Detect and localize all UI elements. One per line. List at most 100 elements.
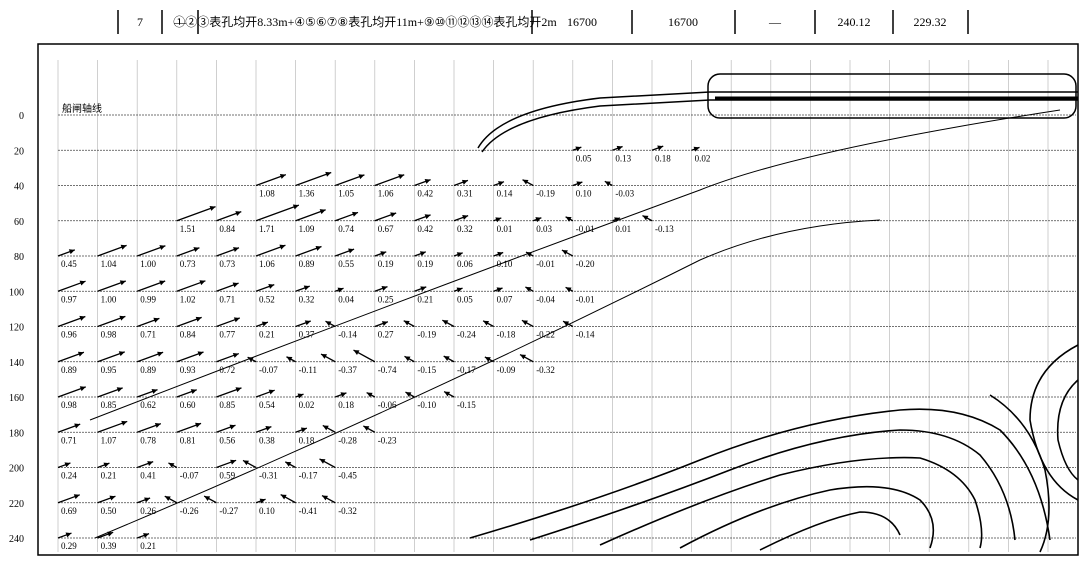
velocity-label: 0.95 <box>101 365 117 375</box>
velocity-label: -0.04 <box>536 294 555 304</box>
velocity-label: 0.74 <box>338 224 354 234</box>
table-cell: 16700 <box>668 15 698 29</box>
arrow-head <box>65 462 71 467</box>
velocity-label: 1.07 <box>101 435 117 445</box>
arrow-head <box>420 286 426 291</box>
arrow-head <box>69 249 75 254</box>
arrow-head <box>340 392 346 397</box>
velocity-label: -0.23 <box>378 435 397 445</box>
velocity-label: 0.18 <box>338 400 354 410</box>
arrow-head <box>236 387 242 392</box>
velocity-label: -0.11 <box>299 365 317 375</box>
velocity-label: -0.19 <box>536 189 555 199</box>
velocity-label: 0.37 <box>299 330 315 340</box>
arrow-head <box>462 180 468 185</box>
velocity-label: 0.73 <box>180 259 196 269</box>
arrow-head <box>199 280 205 285</box>
velocity-label: -0.32 <box>536 365 555 375</box>
velocity-label: 0.02 <box>695 153 711 163</box>
arrow-head <box>80 386 86 391</box>
velocity-label: -0.28 <box>338 435 357 445</box>
velocity-label: 0.26 <box>140 506 156 516</box>
arrow-head <box>420 251 426 256</box>
arrow-head <box>348 249 354 254</box>
velocity-label: -0.20 <box>576 259 595 269</box>
velocity-label: -0.15 <box>457 400 476 410</box>
structures <box>90 74 1078 538</box>
velocity-label: 0.54 <box>259 400 275 410</box>
arrow-head <box>338 288 344 293</box>
arrow-head <box>143 533 149 538</box>
arrow-head <box>79 316 85 321</box>
y-tick-label: 80 <box>14 252 24 263</box>
velocity-label: 0.60 <box>180 400 196 410</box>
velocity-label: -0.45 <box>338 471 357 481</box>
velocity-label: 0.67 <box>378 224 394 234</box>
arrow-head <box>233 353 239 358</box>
velocity-label: 0.42 <box>417 224 433 234</box>
arrow-head <box>305 320 311 325</box>
velocity-label: 0.19 <box>417 259 433 269</box>
velocity-label: 0.01 <box>497 224 513 234</box>
velocity-label: 0.02 <box>299 400 315 410</box>
velocity-label: 0.55 <box>338 259 354 269</box>
velocity-label: -0.01 <box>576 224 595 234</box>
velocity-label: 0.77 <box>219 330 235 340</box>
arrow-head <box>121 421 127 426</box>
velocity-label: -0.06 <box>378 400 397 410</box>
arrow-head <box>425 214 431 219</box>
velocity-label: 0.85 <box>219 400 235 410</box>
arrow-head <box>74 424 80 429</box>
velocity-label: 0.93 <box>180 365 196 375</box>
velocity-label: 0.32 <box>457 224 473 234</box>
velocity-label: 1.09 <box>299 224 315 234</box>
arrow-head <box>103 463 109 468</box>
velocity-label: 0.14 <box>497 189 513 199</box>
velocity-arrow <box>256 205 299 221</box>
velocity-label: 0.59 <box>219 471 235 481</box>
page: 7—①②③表孔均开8.33m+④⑤⑥⑦⑧表孔均开11m+⑨⑩⑪⑫⑬⑭表孔均开2m… <box>0 0 1081 562</box>
velocity-label: -0.10 <box>417 400 436 410</box>
arrow-head <box>298 394 304 399</box>
velocity-label: -0.07 <box>259 365 278 375</box>
velocity-label: -0.32 <box>338 506 357 516</box>
velocity-label: 0.84 <box>180 330 196 340</box>
velocity-label: -0.15 <box>417 365 436 375</box>
velocity-label: 0.50 <box>101 506 117 516</box>
velocity-label: 0.25 <box>378 294 394 304</box>
velocity-label: 0.21 <box>417 294 433 304</box>
arrow-head <box>279 245 285 250</box>
velocity-arrow <box>177 207 216 221</box>
arrow-head <box>535 217 541 222</box>
y-tick-label: 160 <box>9 393 24 404</box>
arrow-head <box>320 209 326 214</box>
velocity-label: 1.51 <box>180 224 196 234</box>
arrow-head <box>265 426 271 431</box>
y-tick-label: 220 <box>9 499 24 510</box>
velocity-label: 1.36 <box>299 189 315 199</box>
arrow-head <box>107 532 113 537</box>
velocity-label: 0.71 <box>61 435 77 445</box>
arrow-head <box>495 217 501 222</box>
y-tick-label: 100 <box>9 287 24 298</box>
table-cell: 240.12 <box>838 15 871 29</box>
arrow-head <box>121 245 127 250</box>
velocity-label: 0.07 <box>497 294 513 304</box>
arrow-head <box>352 212 358 217</box>
arrow-head <box>144 497 150 502</box>
arrow-head <box>74 494 80 499</box>
arrow-head <box>109 496 115 501</box>
arrow-head <box>66 532 72 537</box>
y-tick-label: 120 <box>9 323 24 334</box>
arrow-head <box>382 286 388 291</box>
arrow-head <box>462 215 468 220</box>
y-tick-label: 0 <box>19 111 24 122</box>
velocity-label: 0.81 <box>180 435 196 445</box>
velocity-label: 0.10 <box>576 189 592 199</box>
velocity-label: 0.32 <box>299 294 315 304</box>
velocity-label: 0.18 <box>655 153 671 163</box>
y-tick-label: 60 <box>14 217 24 228</box>
arrow-head <box>196 317 202 322</box>
arrow-head <box>316 246 322 251</box>
arrow-head <box>304 285 310 290</box>
